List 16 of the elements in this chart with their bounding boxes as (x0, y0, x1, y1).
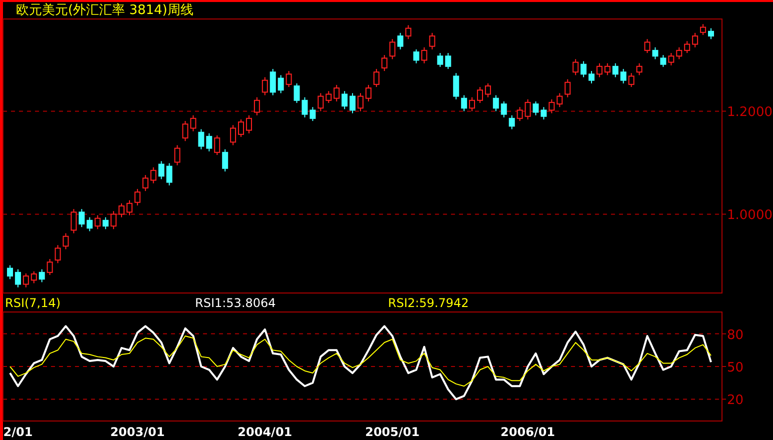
y-tick-label: 20 (727, 393, 744, 408)
line-series (9, 325, 712, 400)
y-tick-label: 50 (727, 360, 744, 376)
y-tick-label: 1.2000 (727, 105, 772, 120)
chart-title: 欧元美元(外汇汇率 3814)周线 (16, 2, 194, 18)
x-tick-label: 2003/01 (110, 425, 165, 439)
y-tick-label: 1.0000 (727, 208, 772, 224)
text: RSI2:59.7942 (388, 296, 469, 310)
x-tick-label: 2005/01 (365, 425, 420, 439)
x-tick-label: 2/01 (3, 425, 33, 439)
x-tick-label: 2004/01 (238, 425, 292, 439)
chart-title: RSI(7,14) (5, 296, 61, 310)
line-series (10, 335, 712, 387)
x-tick-label: 2006/01 (500, 425, 556, 439)
series-label: RSI1:53.8064 (195, 296, 276, 310)
y-tick-label: 80 (727, 328, 744, 343)
